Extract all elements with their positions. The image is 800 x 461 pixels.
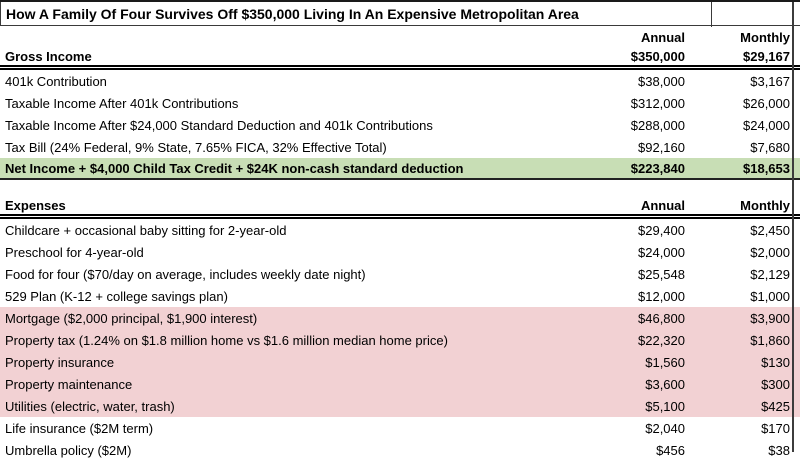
monthly-column-header: Monthly [740,29,790,45]
annual-value: $46,800 [638,310,685,326]
monthly-value: $130 [761,354,790,370]
expenses-header-row: Expenses Annual Monthly [0,197,800,219]
monthly-value: $7,680 [750,139,790,155]
annual-value: $12,000 [638,288,685,304]
row-label: Food for four ($70/day on average, inclu… [5,266,366,282]
table-row-preschool: Preschool for 4-year-old $24,000 $2,000 [0,241,800,263]
table-row-taxable-after-deduction: Taxable Income After $24,000 Standard De… [0,114,800,136]
monthly-value: $29,167 [743,49,790,64]
table-row-mortgage: Mortgage ($2,000 principal, $1,900 inter… [0,307,800,329]
monthly-value: $3,900 [750,310,790,326]
row-label: Preschool for 4-year-old [5,244,144,260]
table-row-taxable-after-401k: Taxable Income After 401k Contributions … [0,92,800,114]
table-row-umbrella-policy: Umbrella policy ($2M) $456 $38 [0,439,800,461]
row-label: Property insurance [5,354,115,370]
sheet-right-border [792,2,794,452]
annual-value: $312,000 [630,95,685,111]
monthly-value: $1,000 [750,288,790,304]
annual-value: $3,600 [645,376,685,392]
monthly-column-header: Monthly [740,198,790,213]
row-label: Tax Bill (24% Federal, 9% State, 7.65% F… [5,139,387,155]
annual-value: $456 [656,442,685,458]
annual-value: $1,560 [645,354,685,370]
monthly-value: $425 [761,398,790,414]
row-label: Childcare + occasional baby sitting for … [5,222,287,238]
annual-value: $29,400 [638,222,685,238]
title-cell-border [711,2,712,27]
table-row-life-insurance: Life insurance ($2M term) $2,040 $170 [0,417,800,439]
monthly-value: $2,450 [750,222,790,238]
annual-column-header: Annual [640,29,685,45]
annual-value: $22,320 [638,332,685,348]
row-label: 401k Contribution [5,73,107,89]
annual-value: $5,100 [645,398,685,414]
row-label: Property tax (1.24% on $1.8 million home… [5,332,448,348]
table-row-property-tax: Property tax (1.24% on $1.8 million home… [0,329,800,351]
monthly-value: $38 [768,442,790,458]
row-label: Taxable Income After $24,000 Standard De… [5,117,433,133]
table-row-gross-income: Gross Income $350,000 $29,167 [0,48,800,70]
row-label: 529 Plan (K-12 + college savings plan) [5,288,228,304]
monthly-value: $2,129 [750,266,790,282]
monthly-value: $24,000 [743,117,790,133]
annual-value: $92,160 [638,139,685,155]
table-row-property-maintenance: Property maintenance $3,600 $300 [0,373,800,395]
annual-value: $2,040 [645,420,685,436]
row-label: Taxable Income After 401k Contributions [5,95,239,111]
row-label: Umbrella policy ($2M) [5,442,132,458]
table-row-utilities: Utilities (electric, water, trash) $5,10… [0,395,800,417]
expenses-section-title: Expenses [5,198,66,213]
monthly-value: $18,653 [743,160,790,176]
monthly-value: $300 [761,376,790,392]
monthly-value: $1,860 [750,332,790,348]
annual-value: $223,840 [630,160,685,176]
row-label: Mortgage ($2,000 principal, $1,900 inter… [5,310,258,326]
page-title: How A Family Of Four Survives Off $350,0… [0,2,800,26]
table-row-529-plan: 529 Plan (K-12 + college savings plan) $… [0,285,800,307]
annual-column-header: Annual [640,198,685,213]
row-label: Life insurance ($2M term) [5,420,154,436]
table-row-food: Food for four ($70/day on average, inclu… [0,263,800,285]
monthly-value: $2,000 [750,244,790,260]
row-label: Net Income + $4,000 Child Tax Credit + $… [5,160,464,176]
annual-value: $288,000 [630,117,685,133]
monthly-value: $26,000 [743,95,790,111]
table-row-net-income: Net Income + $4,000 Child Tax Credit + $… [0,158,800,180]
section-gap [0,180,800,197]
annual-value: $25,548 [638,266,685,282]
row-label: Property maintenance [5,376,133,392]
table-row-property-insurance: Property insurance $1,560 $130 [0,351,800,373]
table-row-tax-bill: Tax Bill (24% Federal, 9% State, 7.65% F… [0,136,800,158]
income-column-header-row: Annual Monthly [0,26,800,48]
monthly-value: $3,167 [750,73,790,89]
monthly-value: $170 [761,420,790,436]
row-label: Gross Income [5,49,92,64]
annual-value: $350,000 [630,49,685,64]
table-row-401k: 401k Contribution $38,000 $3,167 [0,70,800,92]
table-row-childcare: Childcare + occasional baby sitting for … [0,219,800,241]
annual-value: $38,000 [638,73,685,89]
annual-value: $24,000 [638,244,685,260]
row-label: Utilities (electric, water, trash) [5,398,175,414]
